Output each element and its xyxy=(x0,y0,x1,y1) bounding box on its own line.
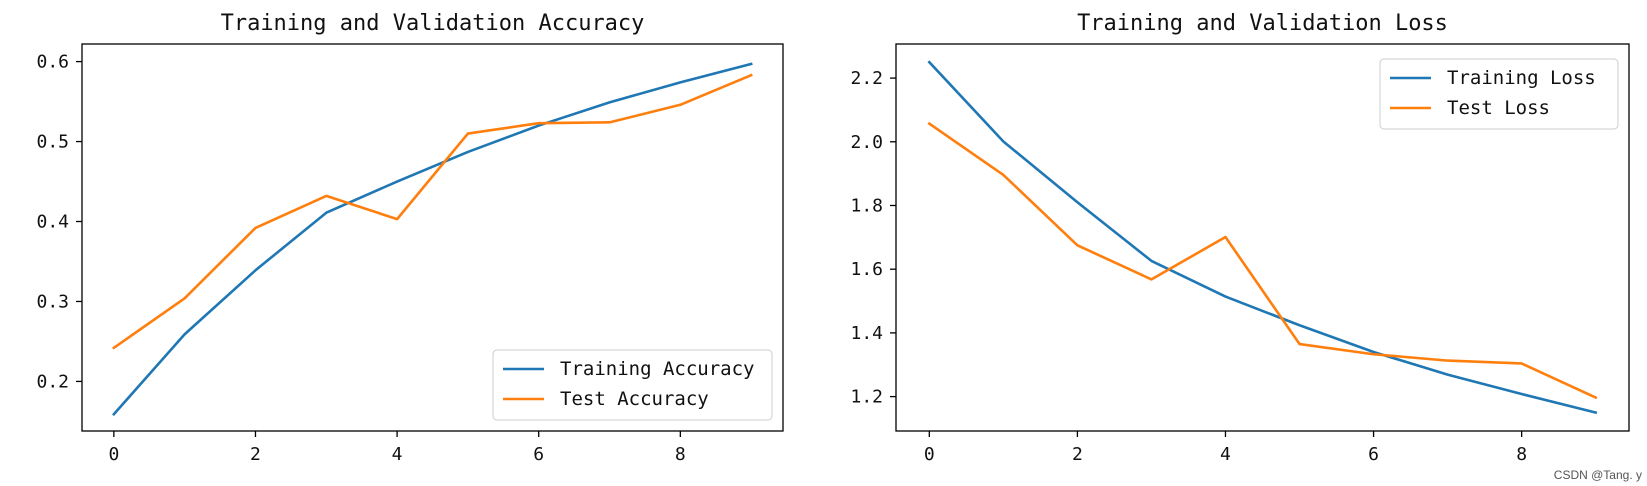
chart-accuracy: Training and Validation Accuracy 0 2 4 6 8 0.2… xyxy=(36,11,784,465)
x-tick-label: 2 xyxy=(1072,444,1083,465)
x-tick-label: 0 xyxy=(924,444,935,465)
legend: Training Accuracy Test Accuracy xyxy=(492,349,773,421)
y-tick-label: 1.6 xyxy=(850,259,883,280)
x-tick-label: 8 xyxy=(675,444,686,465)
x-tick-label: 8 xyxy=(1516,444,1527,465)
y-tick-label: 0.3 xyxy=(36,291,69,312)
chart-loss: Training and Validation Loss 0 2 4 6 8 1.2 1.4 1… xyxy=(850,11,1630,465)
y-tick-label: 2.2 xyxy=(850,68,883,89)
y-tick-label: 1.4 xyxy=(850,323,883,344)
plot-frame xyxy=(895,43,1630,432)
x-tick-label: 0 xyxy=(108,444,119,465)
series-line-test-loss xyxy=(927,121,1598,400)
y-tick-label: 1.2 xyxy=(850,387,883,408)
x-tick-label: 6 xyxy=(533,444,544,465)
series-line-training-accuracy xyxy=(112,62,753,417)
x-tick-label: 6 xyxy=(1368,444,1379,465)
x-tick-label: 4 xyxy=(392,444,403,465)
x-tick-label: 4 xyxy=(1220,444,1231,465)
plot-frame xyxy=(81,43,784,432)
y-tick-label: 2.0 xyxy=(850,132,883,153)
legend-box xyxy=(1379,58,1619,130)
y-tick-label: 0.2 xyxy=(36,371,69,392)
legend-label: Test Accuracy xyxy=(560,388,709,410)
legend-label: Training Accuracy xyxy=(560,358,754,380)
y-tick-label: 1.8 xyxy=(850,195,883,216)
series-line-training-loss xyxy=(927,60,1598,415)
y-tick-label: 0.5 xyxy=(36,132,69,153)
watermark-text: CSDN @Tang. y xyxy=(1554,468,1642,482)
legend-box xyxy=(492,349,773,421)
legend-label: Test Loss xyxy=(1447,97,1550,119)
chart-title: Training and Validation Accuracy xyxy=(221,11,645,36)
y-tick-label: 0.4 xyxy=(36,212,69,233)
y-tick-label: 0.6 xyxy=(36,52,69,73)
legend-label: Training Loss xyxy=(1447,67,1596,89)
chart-title: Training and Validation Loss xyxy=(1077,11,1448,36)
series-line-test-accuracy xyxy=(112,73,753,350)
legend: Training Loss Test Loss xyxy=(1379,58,1619,130)
x-tick-label: 2 xyxy=(250,444,261,465)
